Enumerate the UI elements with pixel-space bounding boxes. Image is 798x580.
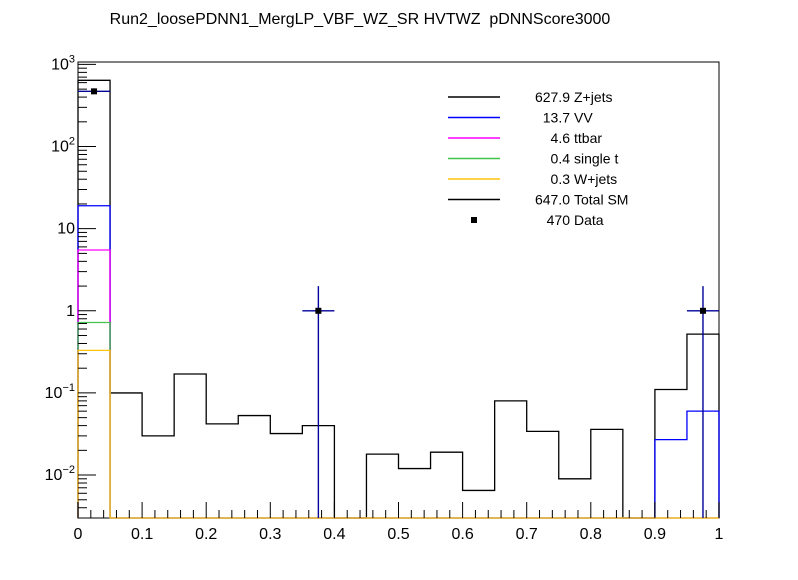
x-tick-label: 0.9 — [644, 526, 666, 543]
legend-label: ttbar — [574, 130, 602, 146]
y-tick-label: 103 — [51, 53, 75, 73]
series-outline-w-jets — [77, 349, 719, 519]
x-tick-label: 0.4 — [323, 526, 345, 543]
x-tick-label: 0.1 — [131, 526, 153, 543]
legend-label: Total SM — [574, 192, 628, 208]
x-tick-label: 0.6 — [451, 526, 473, 543]
y-tick-label: 10 — [57, 221, 75, 238]
legend-label: single t — [574, 151, 618, 167]
x-tick-label: 0 — [74, 526, 83, 543]
legend-value: 627.9 — [535, 89, 570, 105]
legend-value: 4.6 — [551, 130, 571, 146]
data-marker — [699, 307, 706, 314]
x-tick-label: 0.2 — [195, 526, 217, 543]
legend-label: W+jets — [574, 171, 617, 187]
x-tick-label: 1 — [715, 526, 724, 543]
legend-value: 470 — [547, 212, 571, 228]
y-tick-label: 1 — [66, 303, 75, 320]
data-marker — [315, 307, 322, 314]
legend-label: Data — [574, 212, 604, 228]
x-tick-label: 0.3 — [259, 526, 281, 543]
data-marker — [91, 88, 98, 95]
legend-value: 0.4 — [551, 151, 571, 167]
y-tick-label: 102 — [51, 136, 75, 156]
series-outline-z-jets-total-sm — [77, 79, 720, 519]
plot-title: Run2_loosePDNN1_MergLP_VBF_WZ_SR HVTWZ p… — [109, 11, 611, 28]
y-tick-label: 10−2 — [45, 464, 75, 484]
legend-marker-data — [471, 217, 477, 223]
x-tick-label: 0.7 — [516, 526, 538, 543]
legend-value: 0.3 — [551, 171, 571, 187]
x-tick-label: 0.5 — [387, 526, 409, 543]
x-tick-label: 0.8 — [580, 526, 602, 543]
legend-value: 13.7 — [543, 110, 570, 126]
legend-label: VV — [574, 110, 593, 126]
legend-label: Z+jets — [574, 89, 613, 105]
y-tick-label: 10−1 — [45, 382, 75, 402]
legend-value: 647.0 — [535, 192, 570, 208]
